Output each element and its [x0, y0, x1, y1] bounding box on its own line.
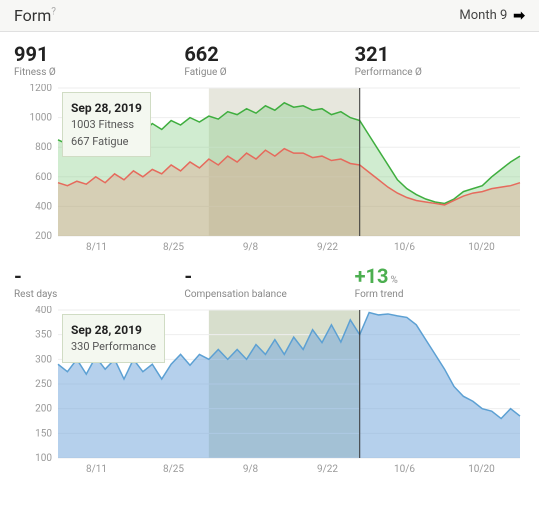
svg-text:9/22: 9/22 — [317, 242, 338, 253]
stat-value: +13% — [355, 264, 525, 288]
svg-text:350: 350 — [35, 330, 52, 341]
svg-text:9/22: 9/22 — [317, 464, 338, 475]
svg-text:100: 100 — [35, 453, 52, 464]
stat-block: 991Fitness Ø — [14, 42, 184, 78]
tooltip-line: 667 Fatigue — [71, 134, 142, 151]
svg-text:8/25: 8/25 — [163, 242, 184, 253]
stat-block: +13%Form trend — [355, 264, 525, 300]
svg-text:8/25: 8/25 — [163, 464, 184, 475]
svg-text:9/8: 9/8 — [243, 464, 259, 475]
stat-value: 321 — [355, 42, 525, 66]
tooltip-date: Sep 28, 2019 — [71, 99, 142, 117]
stat-block: -Rest days — [14, 264, 184, 300]
svg-text:10/6: 10/6 — [394, 242, 415, 253]
stat-value: 991 — [14, 42, 184, 66]
period-label: Month 9 — [459, 8, 507, 23]
stat-label: Rest days — [14, 289, 184, 300]
stat-value: - — [14, 264, 184, 288]
svg-text:400: 400 — [35, 306, 52, 316]
svg-text:200: 200 — [35, 404, 52, 415]
help-sup: ? — [51, 7, 56, 18]
tooltip-line: 330 Performance — [71, 339, 156, 356]
tooltip-date: Sep 28, 2019 — [71, 321, 156, 339]
svg-text:300: 300 — [35, 354, 52, 365]
svg-text:10/6: 10/6 — [394, 464, 415, 475]
svg-text:10/20: 10/20 — [468, 242, 495, 253]
next-arrow-icon[interactable]: ➡ — [513, 8, 525, 24]
svg-text:1000: 1000 — [30, 113, 53, 124]
stat-label: Form trend — [355, 289, 525, 300]
svg-text:800: 800 — [35, 142, 52, 153]
stat-pct: % — [391, 275, 398, 286]
chart-tooltip: Sep 28, 2019 330 Performance — [62, 314, 165, 363]
tooltip-line: 1003 Fitness — [71, 117, 142, 134]
stat-label: Compensation balance — [184, 289, 354, 300]
stat-value: - — [184, 264, 354, 288]
svg-text:400: 400 — [35, 201, 52, 212]
stat-label: Fitness Ø — [14, 67, 184, 78]
svg-text:9/8: 9/8 — [243, 242, 259, 253]
svg-text:10/20: 10/20 — [468, 464, 495, 475]
page-title: Form — [14, 6, 51, 25]
stat-block: 321Performance Ø — [355, 42, 525, 78]
stat-value: 662 — [184, 42, 354, 66]
stat-label: Fatigue Ø — [184, 67, 354, 78]
svg-text:8/11: 8/11 — [86, 464, 107, 475]
svg-text:8/11: 8/11 — [86, 242, 107, 253]
stat-label: Performance Ø — [355, 67, 525, 78]
svg-text:250: 250 — [35, 379, 52, 390]
svg-text:1200: 1200 — [30, 84, 53, 94]
svg-text:150: 150 — [35, 428, 52, 439]
svg-text:200: 200 — [35, 231, 52, 242]
stat-block: -Compensation balance — [184, 264, 354, 300]
stat-block: 662Fatigue Ø — [184, 42, 354, 78]
period-nav: Month 9 ➡ — [459, 8, 525, 24]
chart-tooltip: Sep 28, 2019 1003 Fitness 667 Fatigue — [62, 92, 151, 157]
svg-text:600: 600 — [35, 172, 52, 183]
